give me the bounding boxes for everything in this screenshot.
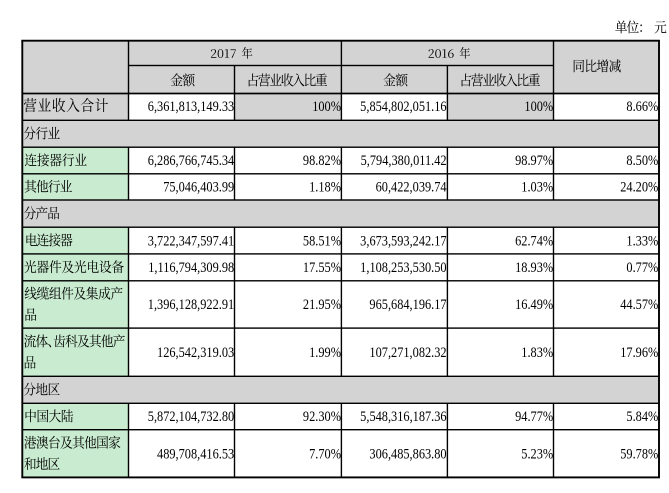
svg-text:17.55%: 17.55%: [303, 259, 341, 275]
svg-text:5.84%: 5.84%: [626, 408, 658, 424]
svg-text:3,722,347,597.41: 3,722,347,597.41: [148, 232, 234, 248]
svg-text:24.20%: 24.20%: [620, 179, 658, 195]
svg-text:44.57%: 44.57%: [620, 296, 658, 312]
svg-text:92.30%: 92.30%: [303, 408, 341, 424]
svg-text:16.49%: 16.49%: [515, 296, 553, 312]
svg-text:6,286,766,745.34: 6,286,766,745.34: [148, 152, 235, 168]
svg-text:8.50%: 8.50%: [626, 152, 658, 168]
svg-text:7.70%: 7.70%: [309, 445, 341, 461]
svg-text:306,485,863.80: 306,485,863.80: [369, 445, 446, 461]
svg-text:126,542,319.03: 126,542,319.03: [157, 344, 234, 360]
svg-text:100%: 100%: [524, 98, 553, 114]
svg-text:98.82%: 98.82%: [303, 152, 341, 168]
svg-text:1,116,794,309.98: 1,116,794,309.98: [148, 259, 234, 275]
svg-text:94.77%: 94.77%: [515, 408, 553, 424]
svg-text:3,673,593,242.17: 3,673,593,242.17: [360, 232, 447, 248]
svg-text:98.97%: 98.97%: [515, 152, 553, 168]
svg-text:59.78%: 59.78%: [620, 445, 658, 461]
svg-text:62.74%: 62.74%: [515, 232, 553, 248]
svg-text:8.66%: 8.66%: [626, 98, 658, 114]
svg-text:100%: 100%: [312, 98, 341, 114]
svg-text:5,794,380,011.42: 5,794,380,011.42: [361, 152, 447, 168]
svg-text:1.99%: 1.99%: [309, 344, 341, 360]
svg-text:18.93%: 18.93%: [515, 259, 553, 275]
svg-text:107,271,082.32: 107,271,082.32: [369, 344, 446, 360]
svg-text:1.83%: 1.83%: [521, 344, 553, 360]
svg-text:1.18%: 1.18%: [309, 179, 341, 195]
svg-text:17.96%: 17.96%: [620, 344, 658, 360]
svg-text:1,396,128,922.91: 1,396,128,922.91: [148, 296, 234, 312]
svg-text:21.95%: 21.95%: [303, 296, 341, 312]
svg-text:5,854,802,051.16: 5,854,802,051.16: [360, 98, 447, 114]
svg-text:1.03%: 1.03%: [521, 179, 553, 195]
svg-text:6,361,813,149.33: 6,361,813,149.33: [148, 98, 235, 114]
svg-text:5,548,316,187.36: 5,548,316,187.36: [360, 408, 447, 424]
svg-text:1,108,253,530.50: 1,108,253,530.50: [360, 259, 447, 275]
svg-text:965,684,196.17: 965,684,196.17: [369, 296, 446, 312]
svg-text:1.33%: 1.33%: [626, 232, 658, 248]
svg-text:0.77%: 0.77%: [626, 259, 658, 275]
svg-text:5.23%: 5.23%: [521, 445, 553, 461]
svg-text:58.51%: 58.51%: [303, 232, 341, 248]
svg-text:60,422,039.74: 60,422,039.74: [376, 179, 447, 195]
svg-text:489,708,416.53: 489,708,416.53: [157, 445, 234, 461]
svg-text:75,046,403.99: 75,046,403.99: [163, 179, 234, 195]
svg-text:5,872,104,732.80: 5,872,104,732.80: [148, 408, 235, 424]
